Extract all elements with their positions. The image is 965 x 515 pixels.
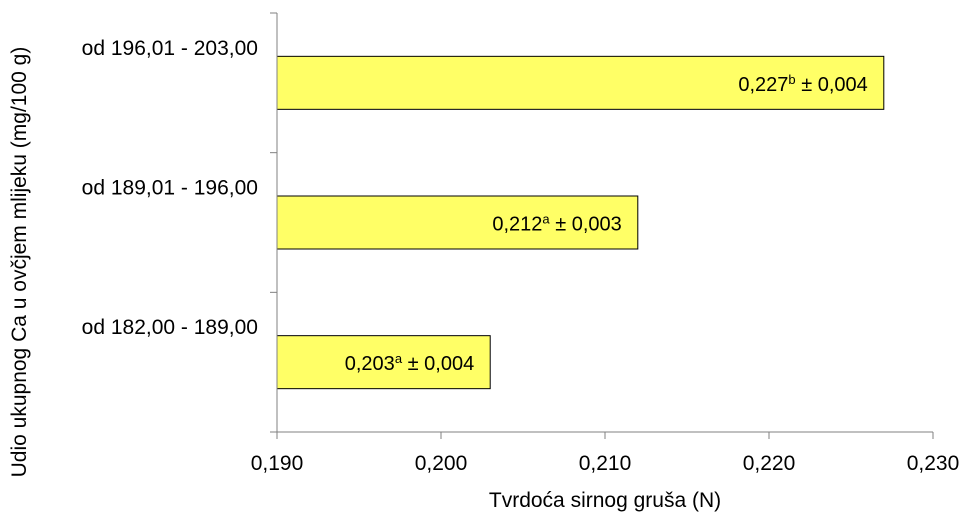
bar: [276, 335, 491, 390]
x-tick-label: 0,230: [907, 452, 960, 475]
x-tick-label: 0,220: [743, 452, 796, 475]
data-label: 0,212a ± 0,003: [492, 212, 621, 236]
x-tick-label: 0,210: [579, 452, 632, 475]
bar: [276, 195, 639, 250]
bars-group: 0,227b ± 0,004 0,212a ± 0,003 0,203a ± 0,0…: [276, 55, 885, 390]
data-label: 0,227b ± 0,004: [738, 72, 867, 96]
x-axis-title: Tvrdoća sirnog gruša (N): [489, 489, 721, 512]
category-label: od 189,01 - 196,00: [82, 177, 258, 200]
bar: [276, 55, 885, 110]
data-label: 0,203a ± 0,004: [345, 351, 474, 375]
x-tick-label: 0,200: [415, 452, 468, 475]
x-tick-label: 0,190: [251, 452, 304, 475]
y-axis-title: Udio ukupnog Ca u ovčjem mlijeku (mg/100…: [8, 47, 31, 478]
category-label: od 182,00 - 189,00: [82, 316, 258, 339]
category-label: od 196,01 - 203,00: [82, 37, 258, 60]
axes-group: od 196,01 - 203,00 od 189,01 - 196,00 od 1…: [82, 12, 960, 475]
